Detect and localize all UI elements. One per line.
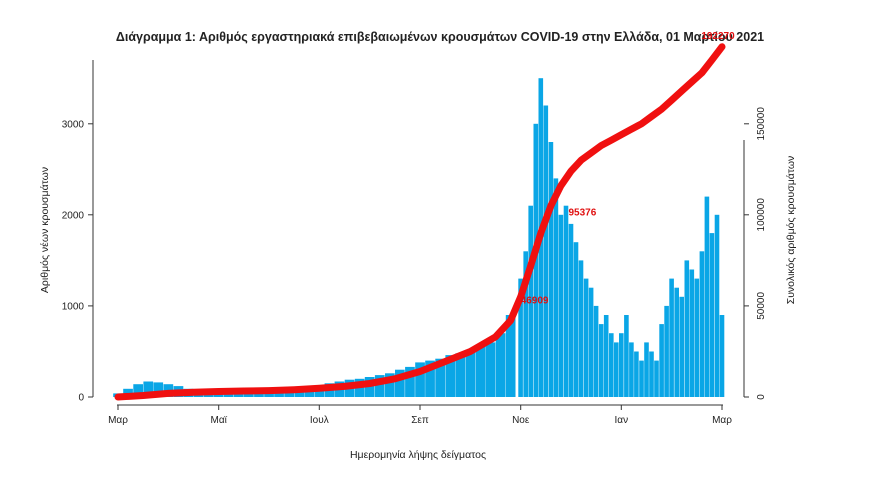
bar-mark [654, 360, 659, 397]
bar-mark [405, 366, 415, 397]
right-y-tick-label: 0 [756, 394, 767, 400]
bar-mark [674, 287, 679, 397]
left-y-tick-label: 0 [78, 393, 84, 404]
bar-mark [518, 278, 523, 397]
bar-mark [649, 351, 654, 397]
bar-mark [435, 358, 445, 397]
bar-mark [659, 324, 664, 397]
bar-mark [603, 315, 609, 397]
ticks-layer: 0 1000 2000 3000 0 50000 100000 150000 Μαρ Μαϊ Ιου… [62, 107, 767, 426]
x-tick-label: Ιαν [615, 415, 629, 426]
bar-mark [143, 381, 154, 397]
x-tick-label: Μαρ [108, 415, 128, 426]
bar-mark [445, 355, 456, 397]
bar-mark [619, 333, 624, 397]
bar-mark [234, 392, 244, 397]
bar-mark [614, 342, 619, 397]
x-tick-label: Νοε [512, 415, 530, 426]
bar-mark [639, 360, 644, 397]
bar-mark [644, 342, 649, 397]
bar-mark [505, 315, 516, 397]
cumulative-annotation-label: 95376 [569, 207, 597, 218]
bar-mark [664, 305, 669, 397]
bar-mark [244, 392, 254, 397]
bar-mark [679, 296, 684, 397]
bar-mark [385, 373, 395, 397]
x-tick-label: Μαϊ [211, 415, 228, 426]
bar-mark [719, 315, 725, 397]
bar-mark [634, 351, 639, 397]
bar-mark [563, 205, 569, 397]
bar-mark [593, 305, 599, 397]
bar-mark [558, 214, 564, 397]
bar-mark [495, 333, 506, 397]
cumulative-line [114, 43, 726, 401]
right-y-tick-label: 150000 [756, 107, 767, 141]
bar-mark [415, 362, 425, 397]
bar-mark [714, 214, 720, 397]
bar-mark [709, 233, 715, 397]
bar-mark [578, 260, 584, 397]
bar-mark [629, 342, 634, 397]
x-tick-label: Ιουλ [310, 415, 329, 426]
bar-mark [689, 269, 695, 397]
left-y-tick-label: 2000 [62, 210, 85, 221]
bar-mark [553, 178, 559, 397]
bar-mark [573, 242, 579, 397]
bar-mark [699, 251, 705, 397]
bar-mark [598, 324, 604, 397]
x-axis-title: Ημερομηνία λήψης δείγματος [350, 449, 486, 461]
bar-mark [528, 205, 533, 397]
bar-mark [485, 342, 496, 397]
bar-mark [669, 278, 674, 397]
left-y-tick-label: 3000 [62, 119, 85, 130]
bar-mark [543, 105, 549, 397]
cumulative-annotation-label: 46909 [521, 296, 549, 307]
x-tick-label: Μαρ [712, 415, 732, 426]
left-y-tick-label: 1000 [62, 301, 85, 312]
right-y-tick-label: 50000 [756, 292, 767, 320]
x-tick-label: Σεπ [411, 415, 429, 426]
bar-mark [395, 369, 405, 397]
left-y-axis-title: Αριθμός νέων κρουσμάτων [39, 167, 51, 293]
bar-mark [568, 223, 574, 397]
bar-mark [684, 260, 690, 397]
bar-mark [704, 196, 710, 397]
bar-mark [465, 349, 476, 397]
bar-mark [523, 251, 528, 397]
bar-mark [624, 315, 629, 397]
chart-title: Διάγραμμα 1: Αριθμός εργαστηριακά επιβεβ… [115, 30, 765, 44]
bar-mark [548, 142, 554, 397]
bar-mark [583, 278, 589, 397]
right-y-tick-label: 100000 [756, 198, 767, 232]
bar-mark [475, 346, 486, 397]
right-y-axis-title: Συνολικός αριθμός κρουσμάτων [785, 156, 797, 305]
bar-mark [694, 278, 700, 397]
bar-mark [588, 287, 594, 397]
bar-mark [455, 353, 466, 397]
bar-mark [609, 333, 614, 397]
cumulative-line-layer: 46909 95376 192270 [114, 31, 735, 401]
bar-mark [425, 360, 435, 397]
cumulative-annotation-label: 192270 [701, 31, 735, 42]
bar-mark [133, 384, 143, 397]
bar-mark [153, 382, 164, 397]
bar-mark [374, 375, 385, 397]
